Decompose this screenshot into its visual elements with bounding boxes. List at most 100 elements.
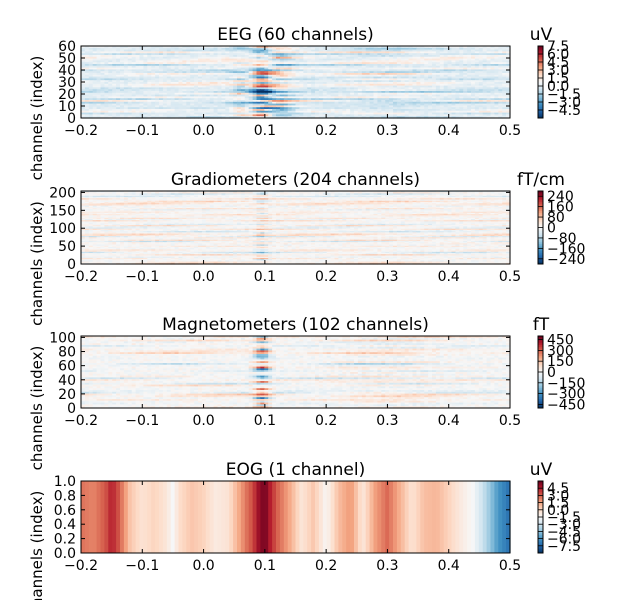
heatmap-cell: [490, 56, 495, 60]
heatmap-cell: [486, 107, 492, 110]
heatmap-cell: [116, 55, 121, 58]
heatmap-cell: [463, 64, 468, 67]
heatmap-cell: [498, 56, 503, 60]
heatmap-cell: [252, 83, 258, 87]
heatmap-cell: [182, 96, 187, 99]
heatmap-cell: [248, 46, 254, 49]
heatmap-cell: [338, 87, 343, 90]
heatmap-cell: [439, 56, 445, 60]
heatmap-cell: [295, 107, 300, 110]
heatmap-cell: [381, 94, 386, 97]
heatmap-cell: [498, 74, 503, 78]
heatmap-cell: [272, 91, 277, 94]
heatmap-cell: [443, 80, 449, 83]
heatmap-cell: [350, 98, 355, 101]
heatmap-cell: [432, 53, 437, 56]
heatmap-cell: [307, 71, 312, 74]
heatmap-cell: [178, 60, 183, 63]
heatmap-cell: [151, 107, 156, 110]
heatmap-cell: [490, 82, 495, 85]
heatmap-cell: [116, 98, 121, 101]
heatmap-cell: [490, 71, 495, 74]
heatmap-cell: [81, 116, 86, 119]
heatmap-cell: [256, 101, 261, 105]
heatmap-cell: [377, 110, 382, 114]
heatmap-cell: [139, 105, 144, 108]
heatmap-cell: [303, 76, 308, 79]
heatmap-cell: [151, 56, 156, 60]
heatmap-cell: [162, 87, 168, 90]
heatmap-cell: [346, 191, 351, 193]
heatmap-cell: [342, 51, 347, 54]
heatmap-cell: [361, 100, 367, 103]
heatmap-cell: [104, 105, 109, 108]
heatmap-cell: [240, 116, 246, 119]
heatmap-cell: [389, 101, 394, 105]
heatmap-cell: [260, 74, 265, 78]
heatmap-cell: [459, 71, 464, 74]
heatmap-cell: [478, 94, 484, 97]
heatmap-cell: [92, 105, 98, 108]
heatmap-cell: [205, 103, 211, 106]
heatmap-cell: [338, 100, 343, 103]
heatmap-cell: [213, 103, 219, 106]
heatmap-cell: [229, 116, 234, 119]
heatmap-cell: [198, 103, 203, 106]
heatmap-cell: [432, 55, 437, 58]
heatmap-cell: [424, 92, 429, 96]
colorbar-segment: [538, 46, 543, 49]
heatmap-cell: [127, 100, 133, 103]
heatmap-cell: [244, 85, 250, 88]
heatmap-cell: [131, 80, 137, 83]
heatmap-cell: [81, 73, 86, 76]
heatmap-cell: [482, 82, 488, 85]
heatmap-cell: [248, 109, 254, 112]
heatmap-cell: [198, 96, 203, 99]
heatmap-cell: [291, 74, 297, 78]
heatmap-cell: [256, 67, 261, 70]
heatmap-cell: [506, 116, 511, 119]
heatmap-cell: [240, 191, 246, 193]
heatmap-cell: [104, 107, 109, 110]
heatmap-cell: [201, 78, 207, 81]
heatmap-cell: [396, 62, 402, 65]
heatmap-cell: [412, 116, 417, 119]
heatmap-cell: [318, 83, 324, 87]
heatmap-cell: [295, 56, 300, 60]
heatmap-cell: [482, 105, 488, 108]
heatmap-cell: [287, 101, 293, 105]
heatmap-cell: [291, 49, 297, 52]
heatmap-cell: [393, 96, 398, 99]
heatmap-cell: [194, 53, 199, 56]
heatmap-cell: [455, 62, 460, 65]
heatmap-cell: [346, 110, 351, 114]
heatmap-cell: [326, 62, 332, 65]
heatmap-cell: [279, 82, 285, 85]
heatmap-cell: [494, 71, 499, 74]
heatmap-cell: [127, 74, 133, 78]
heatmap-cell: [357, 98, 363, 101]
heatmap-cell: [178, 65, 183, 69]
heatmap-cell: [92, 110, 98, 114]
heatmap-cell: [279, 58, 285, 61]
heatmap-cell: [116, 78, 121, 81]
heatmap-cell: [498, 116, 503, 119]
heatmap-cell: [459, 53, 464, 56]
heatmap-cell: [201, 76, 207, 79]
heatmap-cell: [190, 58, 195, 61]
heatmap-cell: [162, 47, 168, 51]
heatmap-cell: [209, 89, 215, 92]
heatmap-cell: [502, 71, 507, 74]
heatmap-cell: [96, 100, 102, 103]
heatmap-cell: [268, 78, 273, 81]
heatmap-cell: [233, 65, 238, 69]
heatmap-cell: [369, 56, 375, 60]
heatmap-cell: [455, 67, 460, 70]
heatmap-cell: [435, 94, 441, 97]
heatmap-cell: [396, 100, 402, 103]
heatmap-cell: [350, 114, 355, 117]
heatmap-cell: [486, 98, 492, 101]
heatmap-cell: [307, 191, 312, 193]
heatmap-cell: [428, 73, 433, 76]
heatmap-cell: [260, 80, 265, 83]
